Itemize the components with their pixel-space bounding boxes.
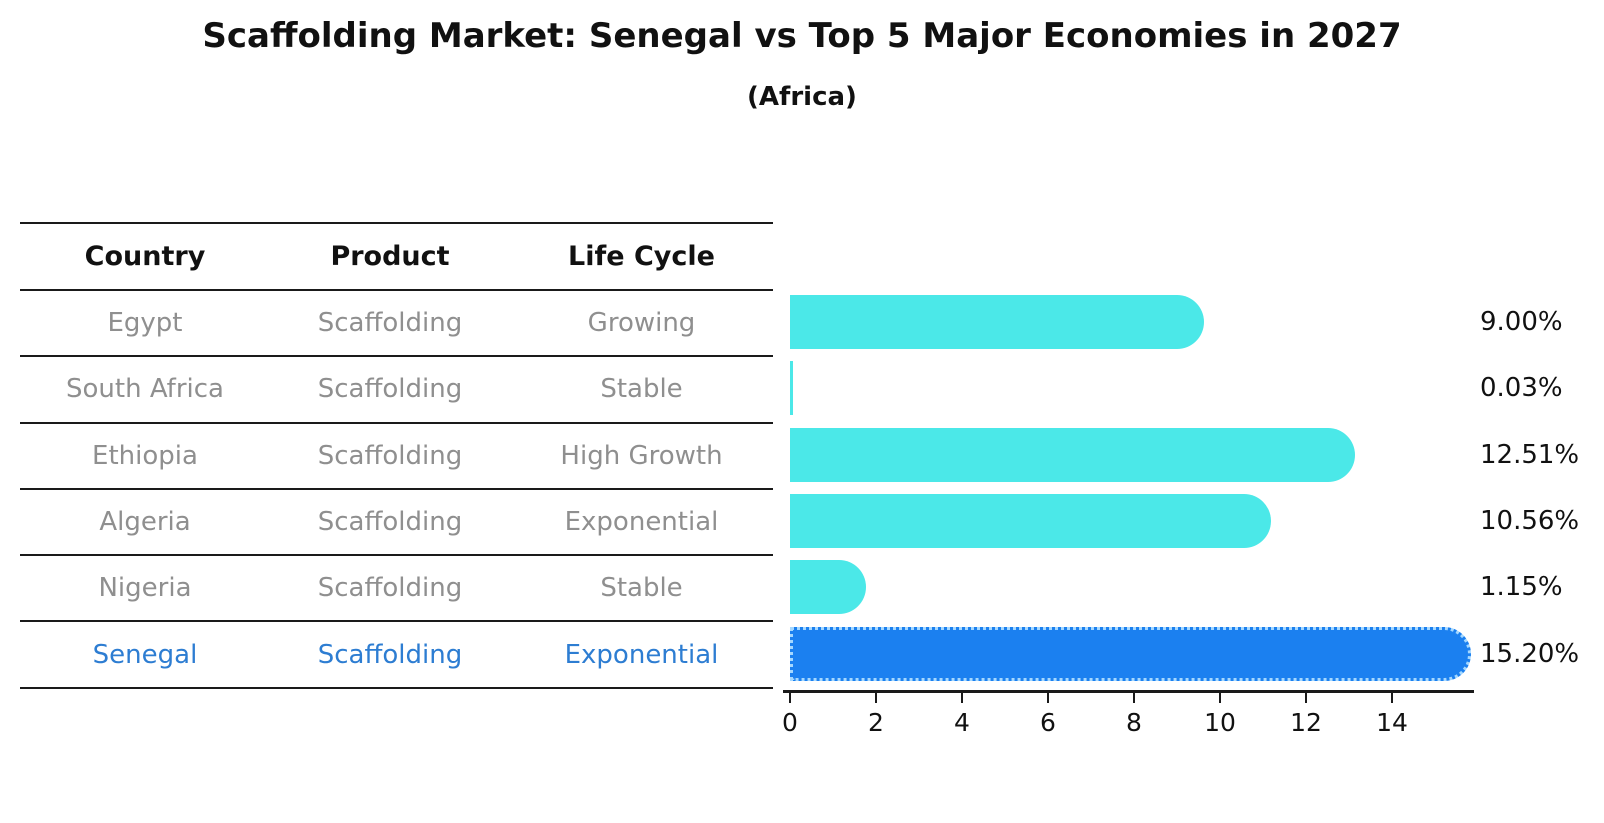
- cell-product: Scaffolding: [317, 440, 463, 471]
- cell-country: Senegal: [92, 639, 198, 670]
- cell-country: Ethiopia: [92, 440, 198, 471]
- x-axis-tick: [1047, 693, 1049, 703]
- cell-life-cycle: Growing: [587, 308, 696, 339]
- cell-product: Scaffolding: [317, 507, 463, 538]
- header-country: Country: [84, 241, 206, 272]
- cell-product: Scaffolding: [317, 639, 463, 670]
- x-axis-tick: [789, 693, 791, 703]
- x-axis-tick-label: 12: [1290, 708, 1322, 737]
- bar-egypt: [790, 295, 1204, 350]
- chart-subtitle: (Africa): [747, 82, 857, 112]
- table-row-highlight-senegal: Senegal Scaffolding Exponential: [20, 622, 773, 689]
- value-label-nigeria: 1.15%: [1480, 572, 1563, 603]
- x-axis-tick: [961, 693, 963, 703]
- table-row: Nigeria Scaffolding Stable: [20, 556, 773, 623]
- value-label-south-africa: 0.03%: [1480, 373, 1563, 404]
- cell-country: Egypt: [107, 308, 183, 339]
- bar-south-africa: [790, 361, 794, 416]
- x-axis-tick-label: 0: [782, 708, 798, 737]
- table-header-row: Country Product Life Cycle: [20, 224, 773, 291]
- table-row: Algeria Scaffolding Exponential: [20, 490, 773, 557]
- cell-life-cycle: Stable: [600, 573, 683, 604]
- country-table: Country Product Life Cycle Egypt Scaffol…: [20, 222, 773, 689]
- cell-life-cycle: Exponential: [564, 639, 719, 670]
- cell-life-cycle: High Growth: [560, 440, 723, 471]
- x-axis-tick-label: 8: [1126, 708, 1142, 737]
- cell-country: South Africa: [66, 374, 224, 405]
- bar-nigeria: [790, 560, 867, 615]
- x-axis-tick-label: 4: [954, 708, 970, 737]
- cell-country: Nigeria: [98, 573, 192, 604]
- x-axis-tick-label: 14: [1376, 708, 1408, 737]
- cell-product: Scaffolding: [317, 573, 463, 604]
- chart-title: Scaffolding Market: Senegal vs Top 5 Maj…: [202, 16, 1402, 56]
- x-axis-tick: [1305, 693, 1307, 703]
- x-axis-tick-label: 6: [1040, 708, 1056, 737]
- x-axis-tick: [875, 693, 877, 703]
- value-label-algeria: 10.56%: [1480, 506, 1580, 537]
- table-row: Ethiopia Scaffolding High Growth: [20, 424, 773, 490]
- value-label-ethiopia: 12.51%: [1480, 439, 1580, 470]
- x-axis-tick-label: 2: [868, 708, 884, 737]
- cell-country: Algeria: [99, 507, 191, 538]
- header-product: Product: [330, 241, 450, 272]
- bar-ethiopia: [790, 427, 1355, 482]
- x-axis-tick-label: 10: [1204, 708, 1236, 737]
- bar-senegal: [790, 626, 1471, 681]
- cell-life-cycle: Exponential: [564, 507, 719, 538]
- value-label-egypt: 9.00%: [1480, 307, 1563, 338]
- table-row: South Africa Scaffolding Stable: [20, 357, 773, 424]
- cell-product: Scaffolding: [317, 374, 463, 405]
- table-row: Egypt Scaffolding Growing: [20, 291, 773, 358]
- header-life-cycle: Life Cycle: [568, 241, 715, 272]
- bar-algeria: [790, 494, 1272, 549]
- value-label-senegal: 15.20%: [1480, 638, 1580, 669]
- cell-life-cycle: Stable: [600, 374, 683, 405]
- x-axis-tick: [1133, 693, 1135, 703]
- cell-product: Scaffolding: [317, 308, 463, 339]
- x-axis-tick: [1219, 693, 1221, 703]
- x-axis-line: [783, 690, 1474, 693]
- x-axis-tick: [1391, 693, 1393, 703]
